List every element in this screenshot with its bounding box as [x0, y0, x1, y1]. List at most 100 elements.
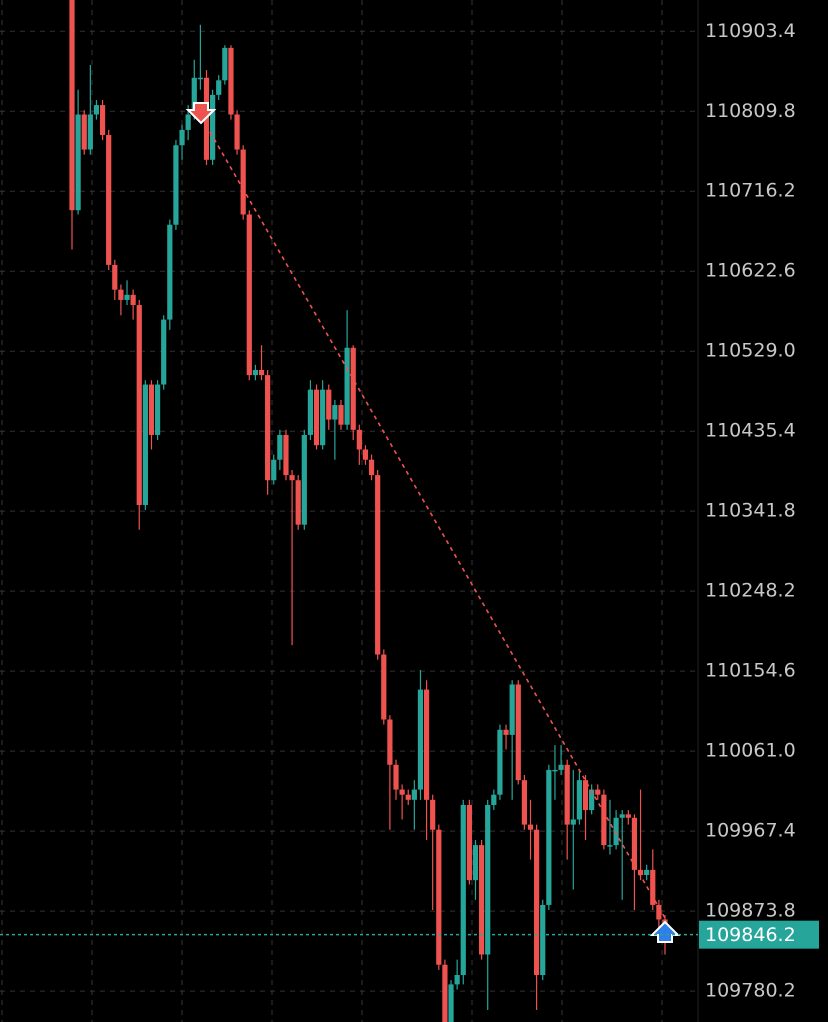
candle-body — [423, 689, 430, 800]
y-tick-label: 110529.0 — [705, 340, 796, 362]
trend-line — [201, 117, 666, 919]
candle-body — [228, 47, 234, 115]
candle-body — [167, 224, 173, 320]
candle-body — [112, 264, 118, 290]
candle-body — [442, 964, 448, 1022]
candle-body — [154, 384, 161, 435]
candle-body — [521, 780, 527, 825]
candle-body — [582, 780, 589, 811]
y-tick-label: 110341.8 — [705, 500, 796, 522]
candle-body — [265, 375, 271, 481]
candle-body — [430, 799, 436, 830]
candle-body — [534, 829, 540, 976]
candle-body — [289, 475, 295, 481]
candle-body — [656, 904, 662, 920]
candle-body — [295, 480, 301, 525]
y-tick-label: 109873.8 — [705, 900, 796, 922]
candle-body — [607, 845, 613, 847]
last-price-label: 109846.2 — [705, 924, 796, 946]
candle-body — [644, 869, 650, 876]
candle-body — [338, 405, 344, 425]
candle-body — [613, 817, 619, 846]
candle-body — [411, 789, 417, 800]
candle-body — [454, 975, 460, 985]
candle-body — [350, 347, 356, 430]
candle-body — [106, 135, 112, 265]
candle-body — [564, 764, 570, 825]
y-tick-label: 110154.6 — [705, 660, 796, 682]
price-grid — [0, 30, 698, 992]
candle-body — [240, 149, 246, 215]
candle-body — [332, 405, 338, 420]
candle-body — [99, 105, 106, 136]
candle-body — [301, 434, 307, 525]
candle-body — [509, 684, 515, 735]
candle-body — [222, 47, 228, 81]
candle-body — [497, 729, 503, 795]
candle-body — [81, 114, 87, 150]
candle-body — [478, 845, 485, 955]
y-tick-label: 110061.0 — [705, 740, 796, 762]
candle-body — [540, 904, 546, 976]
candles — [69, 0, 668, 1022]
candle-body — [271, 459, 277, 481]
candle-body — [283, 434, 289, 476]
candle-body — [387, 719, 393, 765]
candle-body — [75, 114, 81, 211]
candle-body — [326, 389, 332, 420]
candle-body — [179, 129, 185, 146]
candle-body — [546, 769, 552, 905]
candle-body — [148, 384, 155, 435]
candle-body — [356, 429, 362, 450]
signals — [185, 102, 681, 943]
candle-body — [472, 845, 479, 881]
candle-body — [595, 789, 601, 795]
candle-body — [417, 689, 424, 790]
candle-body — [130, 294, 136, 306]
candle-body — [503, 729, 509, 735]
candle-body — [576, 780, 583, 820]
candle-body — [527, 824, 534, 830]
candle-body — [448, 984, 454, 1022]
y-tick-label: 110622.6 — [705, 260, 796, 282]
y-tick-label: 109780.2 — [705, 980, 796, 1002]
candle-body — [234, 114, 240, 150]
candle-body — [570, 819, 576, 825]
candle-body — [436, 829, 442, 965]
candle-body — [375, 475, 381, 655]
candle-body — [252, 370, 259, 376]
candle-body — [589, 789, 595, 811]
y-tick-label: 110435.4 — [705, 420, 796, 442]
y-tick-label: 110716.2 — [705, 180, 796, 202]
candle-body — [515, 684, 521, 781]
candle-body — [69, 0, 75, 211]
candle-body — [344, 347, 350, 425]
candle-body — [320, 389, 326, 446]
y-tick-label: 110903.4 — [705, 20, 796, 42]
candle-body — [393, 764, 399, 790]
candle-body — [491, 794, 497, 805]
y-tick-label: 109967.4 — [705, 820, 796, 842]
candle-body — [460, 804, 466, 976]
candle-body — [216, 80, 222, 95]
candle-body — [307, 389, 314, 435]
candle-body — [246, 214, 252, 376]
buy-arrow — [649, 920, 681, 943]
candle-body — [258, 370, 265, 376]
candle-body — [558, 764, 564, 770]
candle-body — [197, 77, 203, 80]
candle-body — [552, 769, 558, 772]
candle-body — [650, 869, 656, 905]
y-tick-label: 110809.8 — [705, 100, 796, 122]
candle-body — [313, 389, 320, 446]
candle-body — [631, 817, 638, 870]
candle-body — [466, 804, 472, 881]
candle-body — [93, 105, 100, 115]
candle-body — [173, 145, 179, 225]
candle-body — [485, 804, 491, 955]
candle-body — [381, 654, 387, 720]
candle-body — [124, 294, 130, 300]
candle-body — [161, 319, 167, 385]
